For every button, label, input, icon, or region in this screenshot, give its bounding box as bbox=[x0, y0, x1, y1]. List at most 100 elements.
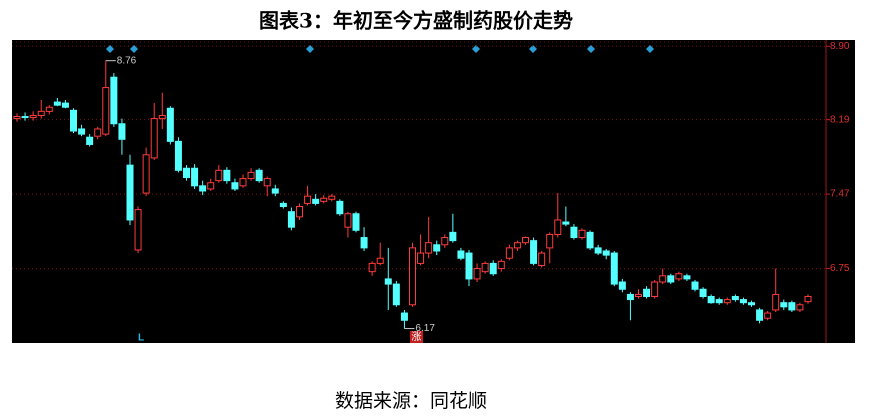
candle-body bbox=[699, 288, 707, 297]
candle-body bbox=[199, 185, 207, 192]
candle-body bbox=[505, 247, 513, 259]
event-marker bbox=[106, 45, 114, 53]
candle-body bbox=[29, 115, 37, 119]
source-note: 数据来源：同花顺 bbox=[335, 390, 487, 412]
candle-body bbox=[247, 171, 255, 180]
y-tick-label: 7.47 bbox=[830, 189, 850, 200]
candle-body bbox=[497, 260, 505, 270]
candle-body bbox=[489, 262, 497, 275]
candle-body bbox=[417, 252, 425, 264]
candle-body bbox=[772, 293, 780, 311]
candle-body bbox=[344, 213, 352, 228]
candle-body bbox=[618, 281, 626, 290]
candle-body bbox=[183, 167, 190, 179]
candle-body bbox=[271, 188, 279, 194]
candle-body bbox=[602, 250, 610, 256]
candle-body bbox=[675, 273, 683, 280]
candle-body bbox=[21, 116, 29, 119]
candle-body bbox=[312, 198, 320, 204]
candle-body bbox=[756, 309, 764, 321]
candle-body bbox=[13, 116, 21, 120]
candle-body bbox=[320, 197, 328, 202]
candle-body bbox=[134, 209, 142, 251]
event-marker bbox=[646, 45, 654, 53]
candle-body bbox=[473, 268, 481, 280]
candle-body bbox=[207, 182, 215, 190]
candle-body bbox=[352, 213, 360, 231]
candle-body bbox=[166, 107, 174, 142]
candle-body bbox=[174, 140, 182, 171]
candle-body bbox=[635, 293, 642, 297]
candle-body bbox=[215, 169, 223, 182]
candle-body bbox=[425, 242, 433, 254]
candle-body bbox=[102, 87, 110, 135]
candle-body bbox=[651, 281, 659, 297]
candle-body bbox=[594, 247, 602, 254]
candle-body bbox=[465, 252, 473, 280]
candle-body bbox=[796, 304, 804, 311]
candle-body bbox=[610, 252, 618, 285]
candle-body bbox=[449, 231, 457, 242]
candle-body bbox=[626, 293, 634, 301]
y-tick-label: 6.75 bbox=[830, 263, 850, 274]
candle-body bbox=[304, 195, 312, 204]
candle-body bbox=[61, 102, 69, 108]
candle-body bbox=[287, 211, 295, 228]
candle-body bbox=[562, 221, 570, 225]
candle-body bbox=[481, 262, 489, 273]
candle-body bbox=[513, 242, 521, 249]
y-tick-label: 8.90 bbox=[830, 41, 850, 52]
candle-body bbox=[263, 178, 271, 187]
candle-body bbox=[691, 281, 699, 290]
candle-body bbox=[433, 244, 441, 252]
candle-body bbox=[554, 219, 562, 235]
candle-body bbox=[384, 278, 392, 285]
candle-body bbox=[578, 229, 586, 239]
candle-body bbox=[522, 237, 529, 244]
candle-body bbox=[457, 250, 465, 259]
candle-body bbox=[223, 169, 231, 182]
candle-body bbox=[538, 252, 546, 266]
event-marker bbox=[306, 45, 314, 53]
candle-body bbox=[748, 302, 755, 306]
event-marker bbox=[529, 45, 537, 53]
candle-body bbox=[739, 299, 747, 304]
plot-background bbox=[12, 40, 855, 343]
chart-title: 图表3：年初至今方盛制药股价走势 bbox=[259, 9, 573, 33]
candle-body bbox=[764, 312, 772, 319]
event-marker bbox=[587, 45, 595, 53]
candle-body bbox=[368, 262, 376, 273]
event-marker bbox=[130, 45, 138, 53]
marker-box bbox=[410, 331, 423, 343]
candle-body bbox=[255, 169, 263, 182]
candle-body bbox=[546, 233, 554, 249]
candle-body bbox=[788, 302, 796, 311]
annotation-label: 8.76 bbox=[117, 55, 137, 66]
candle-body bbox=[191, 167, 199, 187]
candle-body bbox=[336, 200, 344, 215]
candle-body bbox=[643, 288, 651, 297]
candle-body bbox=[37, 110, 45, 117]
candle-body bbox=[804, 295, 812, 303]
candle-body bbox=[659, 275, 667, 283]
marker-label: L bbox=[138, 333, 144, 344]
candle-body bbox=[530, 240, 538, 264]
candle-body bbox=[296, 206, 303, 218]
candle-body bbox=[150, 118, 158, 159]
candle-body bbox=[392, 283, 400, 306]
candle-body bbox=[723, 299, 731, 304]
candle-body bbox=[780, 302, 788, 308]
candle-body bbox=[279, 202, 287, 208]
event-markers bbox=[106, 45, 654, 53]
candle-body bbox=[110, 76, 118, 125]
candle-body bbox=[731, 295, 739, 301]
candle-body bbox=[53, 101, 61, 106]
candle-body bbox=[715, 299, 723, 304]
candle-body bbox=[118, 123, 126, 140]
candle-body bbox=[409, 247, 416, 306]
candle-body bbox=[570, 226, 578, 239]
candle-body bbox=[376, 257, 384, 264]
candle-body bbox=[667, 275, 675, 283]
candle-body bbox=[400, 312, 408, 321]
